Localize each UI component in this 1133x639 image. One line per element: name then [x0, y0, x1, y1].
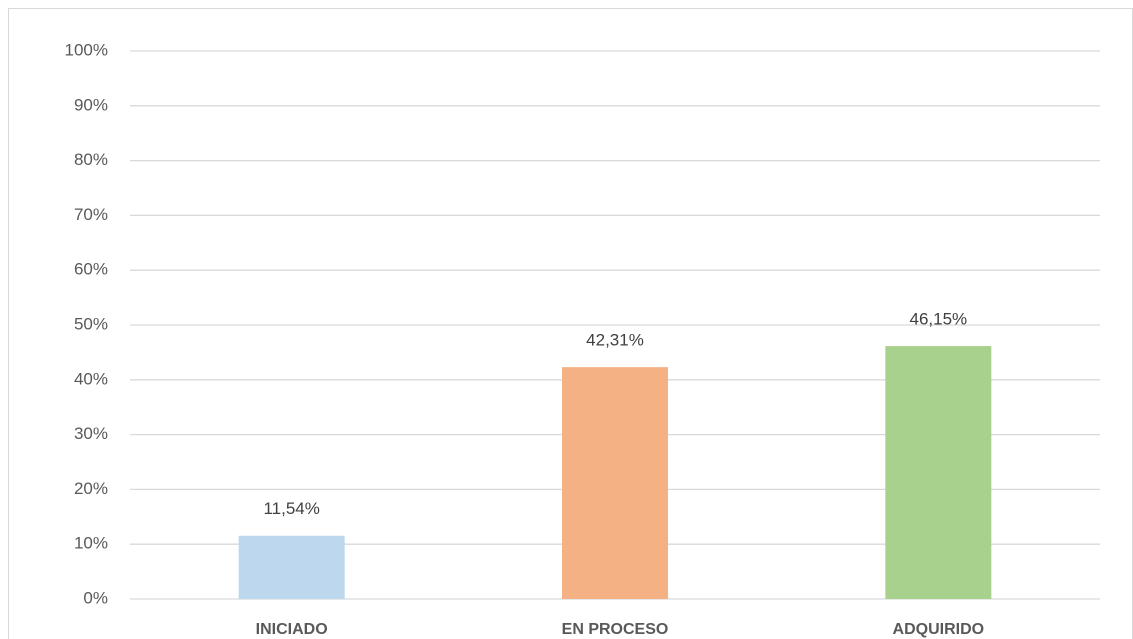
- bar: [238, 535, 345, 599]
- value-label: 46,15%: [909, 310, 967, 329]
- bar: [885, 346, 992, 599]
- y-tick-label: 80%: [74, 150, 108, 169]
- y-tick-label: 20%: [74, 479, 108, 498]
- y-tick-label: 10%: [74, 534, 108, 553]
- y-tick-label: 0%: [83, 588, 108, 607]
- x-tick-label: INICIADO: [256, 621, 328, 638]
- x-tick-label: EN PROCESO: [562, 621, 669, 638]
- y-tick-label: 30%: [74, 424, 108, 443]
- y-tick-label: 40%: [74, 369, 108, 388]
- y-tick-label: 50%: [74, 314, 108, 333]
- y-tick-label: 100%: [65, 40, 108, 59]
- value-label: 11,54%: [263, 499, 319, 518]
- value-label: 42,31%: [586, 331, 644, 350]
- y-tick-label: 70%: [74, 205, 108, 224]
- y-tick-label: 60%: [74, 260, 108, 279]
- x-tick-label: ADQUIRIDO: [893, 621, 985, 638]
- bar: [562, 367, 668, 599]
- y-tick-label: 90%: [74, 95, 108, 114]
